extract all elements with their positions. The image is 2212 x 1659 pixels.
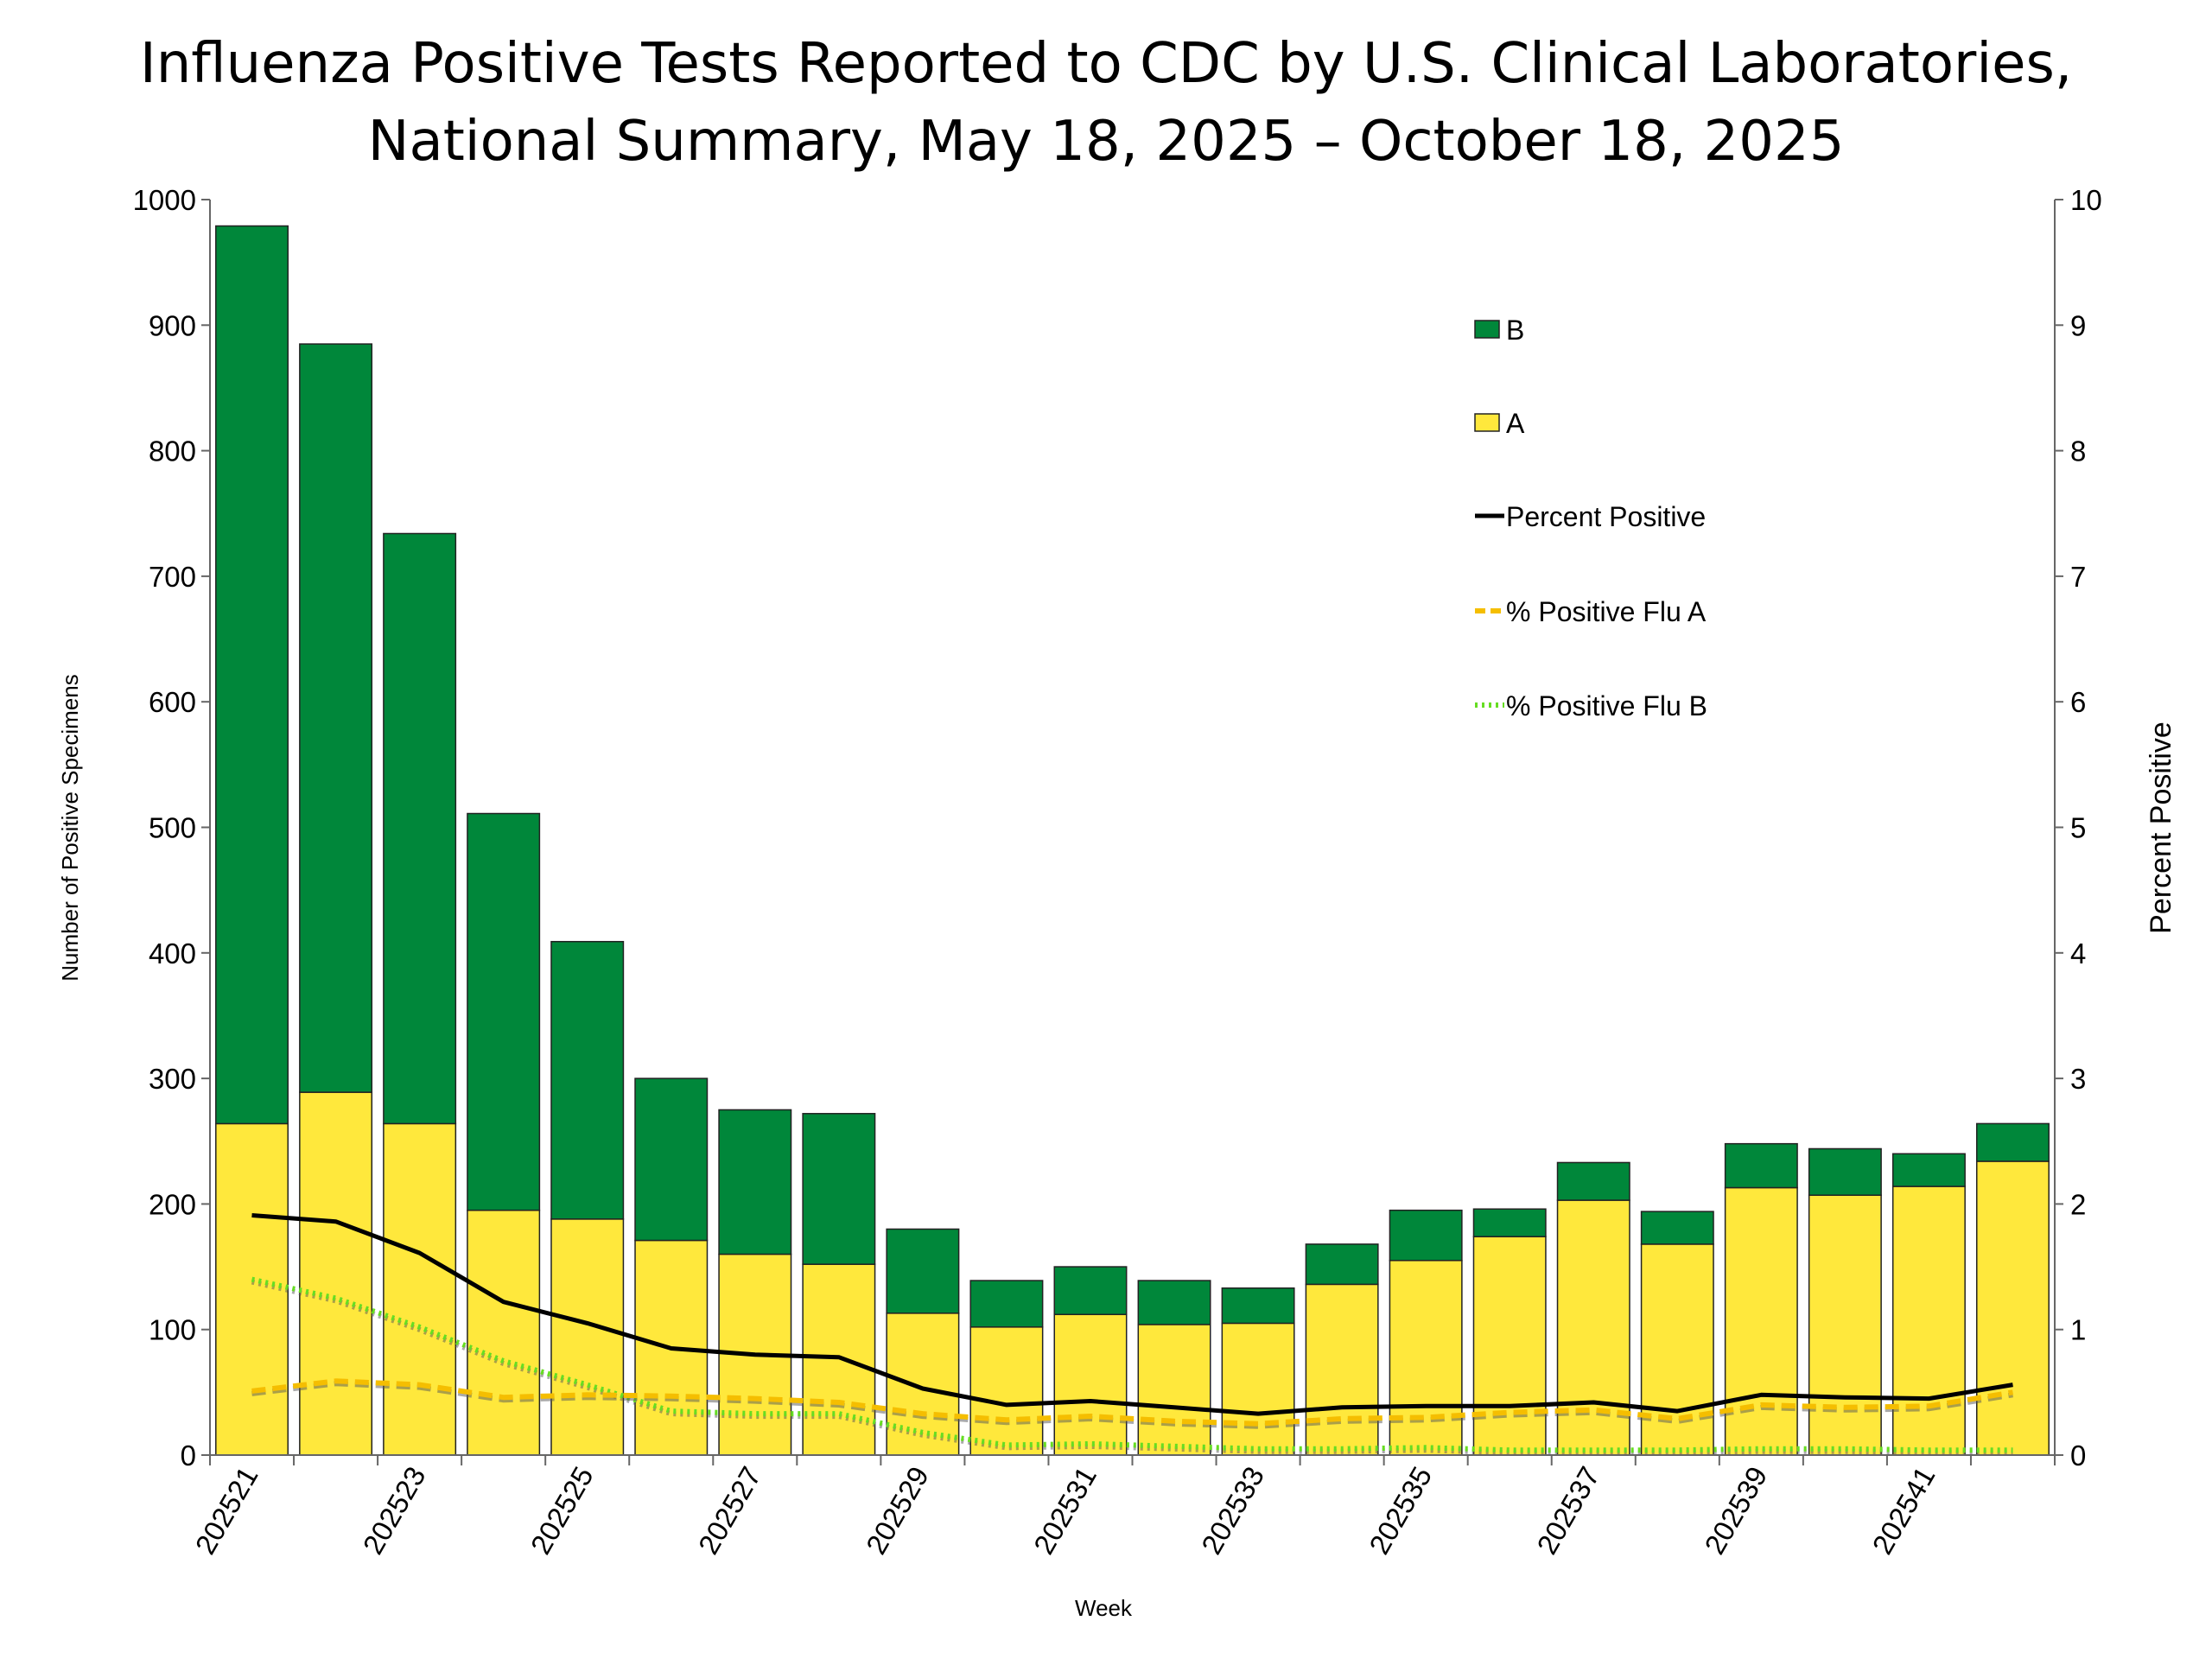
bar-B-202536 [1472,1208,1547,1237]
y2-tick-label: 0 [2070,1440,2086,1471]
bar-A-202533 [1221,1322,1295,1456]
bar-B-202532 [1137,1280,1211,1325]
bar-A-202539 [1724,1186,1798,1456]
bar-B-202523 [383,532,457,1125]
bar-B-202533 [1221,1287,1295,1325]
legend-swatch-B [1474,320,1500,339]
legend-label: % Positive Flu B [1506,690,1707,721]
bar-A-202530 [969,1326,1044,1456]
bar-A-202523 [383,1122,457,1456]
line-percent-positive [251,1213,2013,1416]
y-tick-label: 900 [149,309,196,341]
bar-B-202530 [969,1280,1044,1328]
x-tick-label: 202521 [188,1461,264,1560]
legend-label: A [1506,408,1525,439]
x-axis-label: Week [1075,1595,1133,1621]
y-tick-label: 200 [149,1188,196,1220]
legend-swatch-A [1474,413,1500,432]
y2-tick-label: 7 [2070,561,2086,593]
bar-B-202537 [1556,1161,1630,1201]
y2-tick-label: 10 [2070,184,2102,216]
y2-tick-label: 5 [2070,812,2086,844]
bar-A-202532 [1137,1324,1211,1456]
legend-label: % Positive Flu A [1506,596,1707,627]
bar-A-202521 [215,1122,289,1456]
y-tick-label: 0 [181,1440,196,1471]
x-tick-label: 202537 [1530,1461,1605,1560]
x-tick-label: 202539 [1698,1461,1773,1560]
y2-tick-label: 1 [2070,1314,2086,1346]
bar-B-202522 [299,343,373,1093]
bar-A-202524 [467,1209,541,1456]
bar-B-202528 [802,1113,876,1265]
bar-A-202540 [1808,1194,1882,1456]
x-tick-label: 202535 [1363,1461,1438,1560]
y-tick-label: 100 [149,1314,196,1346]
bar-A-202531 [1053,1313,1128,1456]
bar-B-202521 [215,225,289,1125]
y-tick-label: 500 [149,812,196,844]
chart-title-line-1: Influenza Positive Tests Reported to CDC… [140,32,2072,96]
bar-A-202522 [299,1091,373,1456]
y-tick-label: 700 [149,561,196,593]
x-tick-label: 202525 [524,1461,600,1560]
bar-B-202524 [467,812,541,1211]
bar-A-202536 [1472,1236,1547,1456]
bar-B-202540 [1808,1147,1882,1196]
bar-A-202534 [1305,1283,1379,1456]
bar-A-202542 [1975,1160,2050,1456]
y2-tick-label: 4 [2070,938,2086,969]
bar-A-202541 [1891,1185,1966,1456]
x-tick-label: 202533 [1195,1461,1270,1560]
bar-B-202527 [718,1109,792,1255]
y2-tick-label: 6 [2070,686,2086,718]
chart-title-line-2: National Summary, May 18, 2025 – October… [368,110,1845,174]
x-tick-label: 202531 [1027,1461,1103,1560]
bar-B-202538 [1640,1211,1714,1245]
bar-A-202535 [1389,1260,1463,1456]
y2-tick-label: 9 [2070,309,2086,341]
bar-B-202541 [1891,1153,1966,1187]
y-tick-label: 300 [149,1063,196,1095]
x-tick-label: 202523 [357,1461,432,1560]
x-tick-label: 202527 [692,1461,767,1560]
bar-B-202535 [1389,1209,1463,1262]
y-tick-label: 600 [149,686,196,718]
x-tick-label: 202541 [1866,1461,1941,1560]
line--positive-flu-a [251,1378,2013,1427]
legend-label: B [1506,315,1524,346]
bar-B-202529 [886,1228,960,1314]
bar-B-202525 [550,940,625,1220]
bar-A-202528 [802,1263,876,1456]
bar-B-202526 [634,1077,709,1242]
bar-A-202538 [1640,1243,1714,1456]
y-tick-label: 1000 [133,184,196,216]
y2-tick-label: 3 [2070,1063,2086,1095]
x-tick-label: 202529 [860,1461,935,1560]
legend-label: Percent Positive [1506,501,1706,532]
y2-tick-label: 2 [2070,1188,2086,1220]
y-tick-label: 800 [149,435,196,467]
y-axis-label: Number of Positive Specimens [57,674,83,981]
bar-B-202539 [1724,1142,1798,1189]
y-tick-label: 400 [149,938,196,969]
y2-tick-label: 8 [2070,435,2086,467]
bar-B-202534 [1305,1243,1379,1286]
bar-B-202531 [1053,1266,1128,1316]
bar-B-202542 [1975,1122,2050,1162]
y2-axis-label: Percent Positive [2145,721,2177,934]
bar-A-202525 [550,1218,625,1456]
legend: B A Percent Positive % Positive Flu A % Posi… [1474,315,1707,721]
